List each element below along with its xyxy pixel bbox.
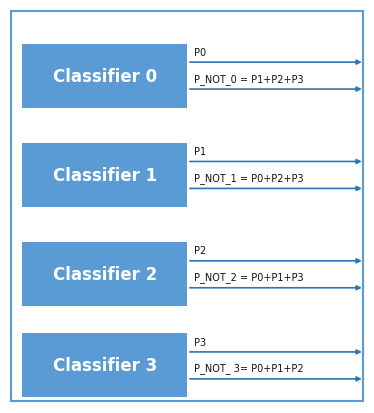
Bar <box>22 243 187 306</box>
Text: P1: P1 <box>194 147 206 157</box>
Text: P_NOT_0 = P1+P2+P3: P_NOT_0 = P1+P2+P3 <box>194 74 304 85</box>
Bar <box>22 144 187 208</box>
Text: P_NOT_ 3= P0+P1+P2: P_NOT_ 3= P0+P1+P2 <box>194 363 304 374</box>
Bar <box>22 334 187 397</box>
Text: Classifier 3: Classifier 3 <box>53 356 157 375</box>
Text: Classifier 1: Classifier 1 <box>53 166 157 185</box>
Text: P_NOT_1 = P0+P2+P3: P_NOT_1 = P0+P2+P3 <box>194 173 304 184</box>
Text: P2: P2 <box>194 246 207 256</box>
Bar <box>22 45 187 109</box>
Text: Classifier 0: Classifier 0 <box>53 67 157 85</box>
Text: P0: P0 <box>194 47 206 57</box>
Text: P3: P3 <box>194 337 206 347</box>
Text: P_NOT_2 = P0+P1+P3: P_NOT_2 = P0+P1+P3 <box>194 272 304 283</box>
Text: Classifier 2: Classifier 2 <box>53 266 157 284</box>
